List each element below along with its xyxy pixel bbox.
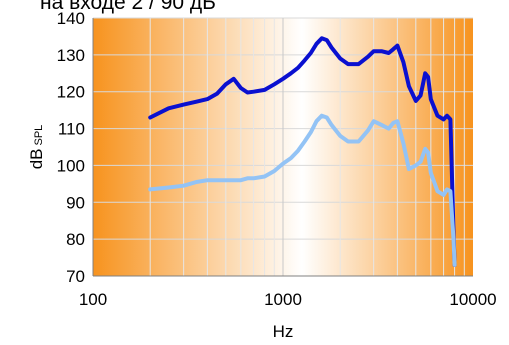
y-axis-label-subscript: SPL — [33, 125, 45, 146]
y-tick-label: 90 — [66, 193, 85, 212]
y-tick-label: 80 — [66, 230, 85, 249]
y-axis-label-main: dB — [27, 149, 46, 170]
y-tick-label: 100 — [57, 156, 85, 175]
chart-title: на входе 2 / 90 дБ — [40, 0, 216, 14]
x-tick-label: 1000 — [264, 290, 302, 309]
x-tick-label: 10000 — [449, 290, 496, 309]
y-tick-label: 140 — [57, 9, 85, 28]
x-tick-labels: 100 1000 10000 — [79, 290, 497, 309]
series-group — [148, 36, 457, 267]
y-tick-label: 110 — [58, 120, 85, 139]
x-axis-label: Hz — [273, 322, 294, 341]
y-tick-label: 70 — [66, 267, 85, 286]
series-line-1 — [148, 36, 457, 267]
y-tick-label: 130 — [57, 46, 85, 65]
x-tick-label: 100 — [79, 290, 107, 309]
grid — [93, 17, 473, 276]
series-line-2 — [148, 113, 457, 267]
y-tick-labels: 70 80 90 100 110 120 130 140 — [57, 9, 85, 286]
y-axis-label: dB SPL — [27, 125, 46, 170]
y-tick-label: 120 — [57, 83, 85, 102]
